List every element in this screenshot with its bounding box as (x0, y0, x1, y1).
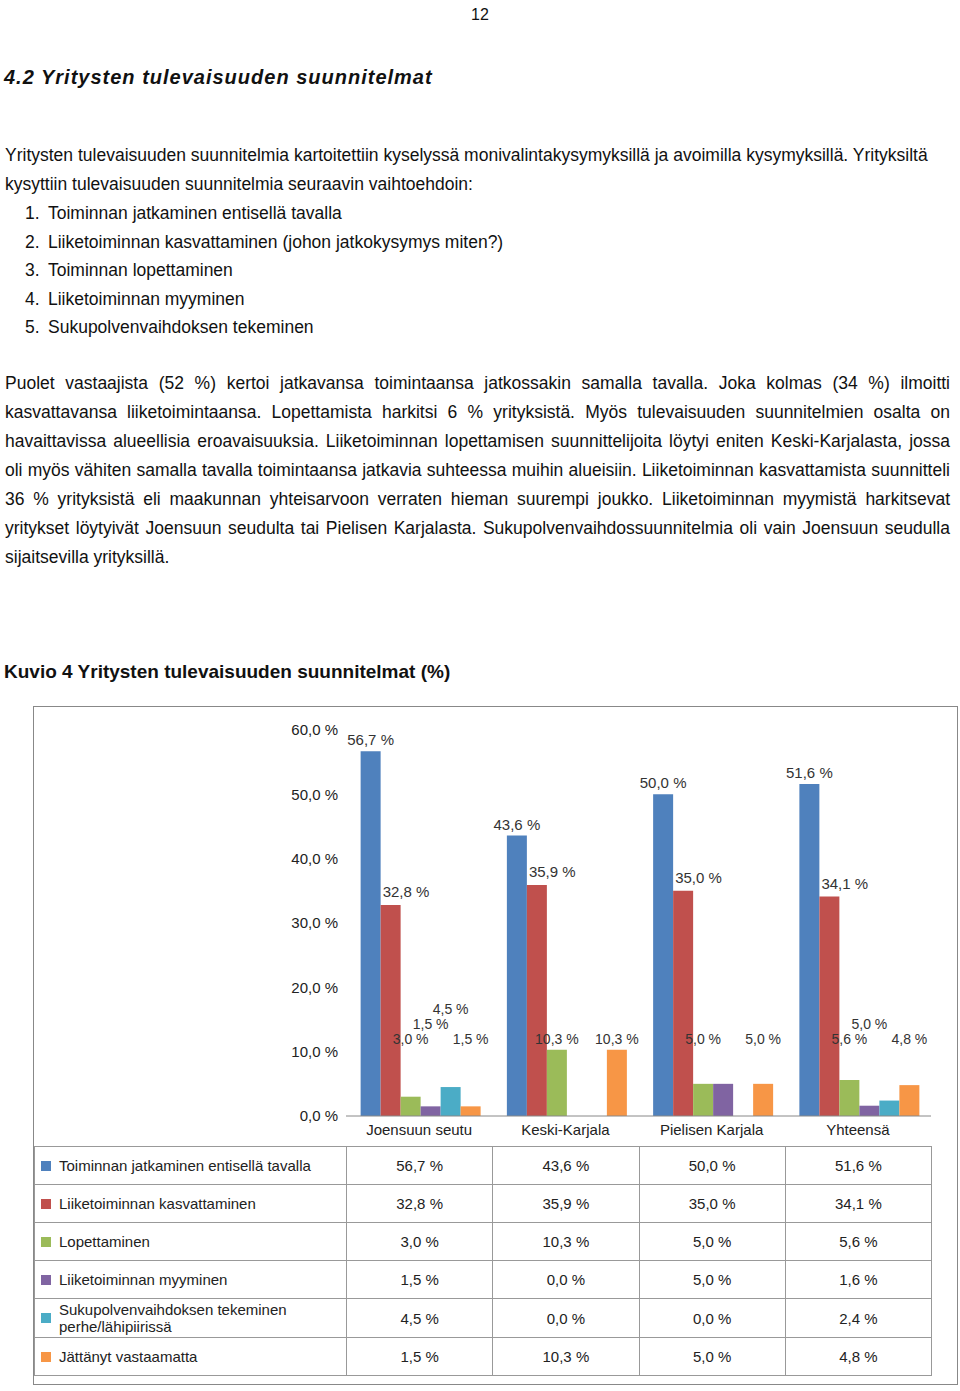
html-text:1,5 %: 1,5 % (400, 1348, 439, 1365)
svg-text:10,3 %: 10,3 % (595, 1031, 639, 1047)
svg-text:32,8 %: 32,8 % (383, 883, 430, 900)
html-text:43,6 %: 43,6 % (542, 1157, 590, 1174)
svg-text:5,0 %: 5,0 % (851, 1016, 887, 1032)
html-text:0,0 %: 0,0 % (546, 1271, 585, 1288)
html-text:51,6 %: 51,6 % (835, 1157, 882, 1174)
svg-text:5,0 %: 5,0 % (685, 1031, 721, 1047)
html-text:4,8 %: 4,8 % (839, 1348, 878, 1365)
svg-text:35,9 %: 35,9 % (529, 863, 576, 880)
html-text:5,0 %: 5,0 % (692, 1271, 732, 1288)
svg-text:1,5 %: 1,5 % (453, 1031, 489, 1047)
html-text:35,9 %: 35,9 % (542, 1195, 590, 1212)
html-text:56,7 %: 56,7 % (396, 1157, 443, 1174)
html-text:2,4 %: 2,4 % (839, 1309, 878, 1327)
svg-text:51,6 %: 51,6 % (786, 764, 833, 781)
html-text:0,0 %: 0,0 % (692, 1309, 732, 1327)
html-text:Toiminnan jatkaminen entisellä: Toiminnan jatkaminen entisellä tavalla (48, 203, 342, 223)
svg-text:30,0 %: 30,0 % (291, 914, 338, 931)
html-text:2.: 2. (25, 231, 40, 252)
html-text:4.2 Yritysten tulevaisuuden su: 4.2 Yritysten tulevaisuuden suunnitelmat (4, 66, 433, 88)
svg-text:Joensuun seutu: Joensuun seutu (366, 1121, 472, 1138)
html-text:34,1 %: 34,1 % (835, 1195, 882, 1212)
html-text:1,5 %: 1,5 % (400, 1271, 439, 1288)
svg-text:20,0 %: 20,0 % (291, 979, 338, 996)
svg-text:4,5 %: 4,5 % (433, 1001, 469, 1017)
html-text:Puolet vastaajista (52 %) kert: Puolet vastaajista (52 %) kertoi jatkava… (5, 373, 950, 567)
svg-text:5,0 %: 5,0 % (745, 1031, 781, 1047)
svg-text:10,0 %: 10,0 % (291, 1043, 338, 1060)
html-text:Yritysten tulevaisuuden suunni: Yritysten tulevaisuuden suunnitelmia kar… (5, 145, 928, 194)
html-text:Sukupolvenvaihdoksen tekeminen: Sukupolvenvaihdoksen tekeminen perhe/läh… (59, 1301, 287, 1335)
svg-text:50,0 %: 50,0 % (291, 786, 338, 803)
html-text:5,0 %: 5,0 % (692, 1233, 732, 1250)
html-text:5,0 %: 5,0 % (692, 1348, 732, 1365)
html-text:12: 12 (471, 6, 489, 23)
svg-text:Yhteensä: Yhteensä (826, 1121, 890, 1138)
html-text:0,0 %: 0,0 % (546, 1309, 585, 1327)
html-text:Toiminnan jatkaminen entisellä: Toiminnan jatkaminen entisellä tavalla (59, 1157, 311, 1174)
html-text:32,8 %: 32,8 % (396, 1195, 443, 1212)
html-text:5,6 %: 5,6 % (839, 1233, 878, 1250)
svg-text:3,0 %: 3,0 % (393, 1031, 429, 1047)
html-text:Liiketoiminnan myyminen: Liiketoiminnan myyminen (59, 1271, 228, 1288)
html-text:35,0 %: 35,0 % (688, 1195, 736, 1212)
svg-text:Keski-Karjala: Keski-Karjala (521, 1121, 610, 1138)
html-text:Jättänyt vastaamatta: Jättänyt vastaamatta (59, 1348, 198, 1365)
html-text:5.: 5. (25, 317, 40, 337)
html-text:4,5 %: 4,5 % (400, 1309, 439, 1327)
html-text:3,0 %: 3,0 % (400, 1233, 439, 1250)
html-text:1.: 1. (25, 203, 40, 223)
svg-text:56,7 %: 56,7 % (347, 731, 394, 748)
html-text:Liiketoiminnan kasvattaminen: Liiketoiminnan kasvattaminen (59, 1195, 256, 1212)
html-text:1,6 %: 1,6 % (839, 1271, 878, 1288)
svg-text:0,0 %: 0,0 % (300, 1107, 338, 1124)
svg-text:1,5 %: 1,5 % (413, 1016, 449, 1032)
svg-text:60,0 %: 60,0 % (291, 721, 338, 738)
html-text:10,3 %: 10,3 % (542, 1348, 590, 1365)
html-text:4.: 4. (25, 288, 40, 309)
svg-text:40,0 %: 40,0 % (291, 850, 338, 867)
svg-text:34,1 %: 34,1 % (821, 875, 868, 892)
html-text:10,3 %: 10,3 % (542, 1233, 590, 1250)
svg-text:5,6 %: 5,6 % (831, 1031, 867, 1047)
svg-text:35,0 %: 35,0 % (675, 869, 722, 886)
html-text:Liiketoiminnan myyminen: Liiketoiminnan myyminen (48, 288, 245, 309)
html-text:Sukupolvenvaihdoksen tekeminen: Sukupolvenvaihdoksen tekeminen (48, 317, 314, 337)
svg-text:Pielisen Karjala: Pielisen Karjala (660, 1121, 764, 1138)
html-text:50,0 %: 50,0 % (688, 1157, 736, 1174)
html-text:3.: 3. (25, 260, 40, 280)
html-text:Kuvio 4 Yritysten tulevaisuude: Kuvio 4 Yritysten tulevaisuuden suunnite… (4, 661, 451, 682)
html-text:Toiminnan lopettaminen: Toiminnan lopettaminen (48, 260, 233, 280)
svg-text:43,6 %: 43,6 % (494, 816, 541, 833)
svg-text:10,3 %: 10,3 % (535, 1031, 579, 1047)
html-text:Lopettaminen: Lopettaminen (59, 1233, 150, 1250)
svg-text:4,8 %: 4,8 % (891, 1031, 927, 1047)
svg-text:50,0 %: 50,0 % (640, 774, 687, 791)
html-text:Liiketoiminnan kasvattaminen (: Liiketoiminnan kasvattaminen (johon jatk… (48, 231, 504, 252)
